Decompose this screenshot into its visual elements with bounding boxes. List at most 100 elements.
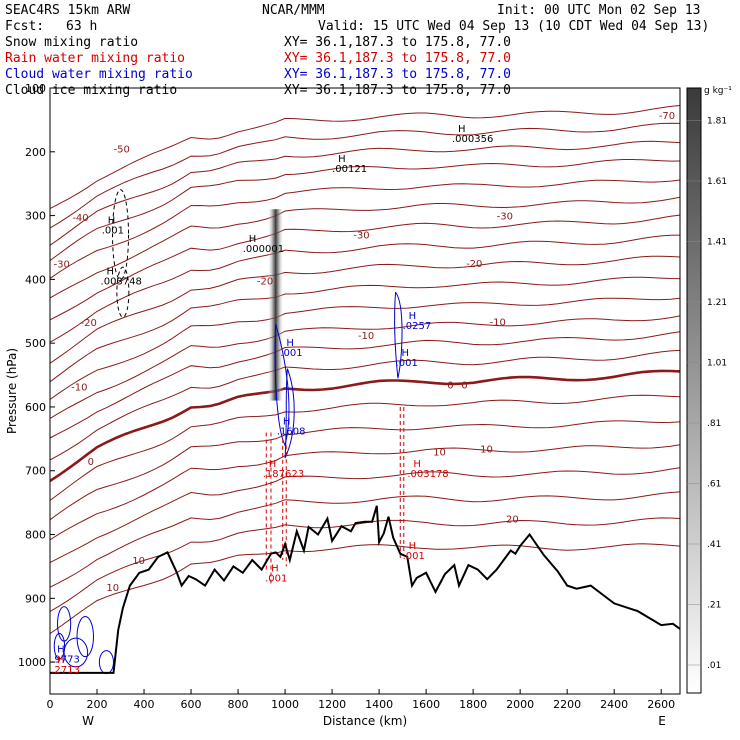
colorbar-tick-label: 1.41 — [707, 238, 727, 248]
temperature-contour-label: 20 — [506, 515, 519, 526]
temperature-contour — [50, 234, 680, 343]
y-axis-label: Pressure (hPa) — [5, 348, 19, 434]
maximum-marker: H — [107, 266, 115, 277]
x-tick-label: 1200 — [318, 698, 346, 711]
maximum-value-label: .1608 — [277, 426, 306, 437]
maximum-marker: H — [57, 655, 65, 666]
temperature-contour — [50, 491, 680, 588]
maximum-value-label: .001 — [280, 348, 302, 359]
field-xy-snow: XY= 36.1,187.3 to 175.8, 77.0 — [284, 35, 511, 50]
y-tick-label: 300 — [25, 210, 46, 223]
x-tick-label: 800 — [228, 698, 249, 711]
field-xy-cloud-ice: XY= 36.1,187.3 to 175.8, 77.0 — [284, 83, 511, 98]
maximum-value-label: .2713 — [51, 665, 80, 676]
temperature-contour-label: -40 — [72, 213, 88, 224]
temperature-contour — [50, 159, 680, 262]
x-tick-label: 400 — [134, 698, 155, 711]
maximum-marker: H — [458, 124, 466, 135]
maximum-value-label: .000356 — [452, 134, 493, 145]
temperature-contour-label: 10 — [433, 448, 446, 459]
y-tick-label: 700 — [25, 465, 46, 478]
cloud-water-contour — [284, 368, 295, 459]
temperature-contour-label: 0 — [447, 381, 453, 392]
cloud-water-contour — [53, 633, 66, 660]
y-tick-label: 1000 — [18, 656, 46, 669]
maximum-marker: H — [338, 154, 346, 165]
y-tick-label: 400 — [25, 273, 46, 286]
temperature-contour — [50, 420, 680, 521]
colorbar-tick-label: .41 — [707, 540, 721, 550]
x-tick-label: 1600 — [412, 698, 440, 711]
maximum-value-label: .9773 — [51, 655, 80, 666]
x-tick-label: 200 — [87, 698, 108, 711]
temperature-contour-label: -10 — [358, 331, 374, 342]
temperature-contour-label: -30 — [54, 259, 70, 270]
freezing-level-contour — [50, 369, 680, 482]
maximum-marker: H — [271, 564, 279, 575]
temperature-contour — [50, 315, 680, 419]
cloud-water-contour — [394, 291, 403, 379]
field-xy-cloud-water: XY= 36.1,187.3 to 175.8, 77.0 — [284, 67, 511, 82]
temperature-contour-label: -10 — [71, 383, 87, 394]
temperature-contour — [50, 349, 680, 461]
y-tick-label: 500 — [25, 337, 46, 350]
field-name-cloud-water: Cloud water mixing ratio — [5, 67, 193, 82]
colorbar-tick-label: 1.21 — [707, 298, 727, 308]
temperature-contour — [50, 543, 680, 635]
colorbar-tick-label: 1.61 — [707, 177, 727, 187]
temperature-contour-label: -30 — [497, 212, 513, 223]
x-axis-east-label: E — [658, 714, 666, 728]
maximum-value-label: .001 — [102, 225, 124, 236]
maximum-value-label: .001 — [265, 574, 287, 585]
maximum-value-label: .003178 — [407, 469, 448, 480]
colorbar-tick-label: 1.81 — [707, 117, 727, 127]
fcst-label: Fcst: — [5, 19, 44, 34]
maximum-value-label: .187623 — [263, 469, 304, 480]
y-tick-label: 800 — [25, 529, 46, 542]
temperature-contour-label: 0 — [461, 381, 467, 392]
temperature-contour — [50, 122, 680, 229]
colorbar-tick-label: .01 — [707, 661, 721, 671]
maximum-value-label: .003748 — [101, 276, 142, 287]
x-tick-label: 2000 — [506, 698, 534, 711]
maximum-value-label: .001 — [403, 551, 425, 562]
colorbar-tick-label: .81 — [707, 419, 721, 429]
center-name: NCAR/MMM — [262, 3, 325, 18]
field-name-snow: Snow mixing ratio — [5, 35, 138, 50]
x-tick-label: 2200 — [553, 698, 581, 711]
init-time: Init: 00 UTC Mon 02 Sep 13 — [497, 3, 701, 18]
maximum-marker: H — [402, 348, 410, 359]
y-tick-label: 100 — [25, 82, 46, 95]
temperature-contour-label: 10 — [132, 556, 145, 567]
maximum-marker: H — [108, 215, 116, 226]
temperature-contour — [50, 444, 680, 541]
temperature-contour — [50, 196, 680, 299]
snow-shading — [267, 209, 284, 401]
x-tick-label: 2400 — [600, 698, 628, 711]
field-name-rain: Rain water mixing ratio — [5, 51, 185, 66]
maximum-marker: H — [249, 234, 257, 245]
model-title: SEAC4RS 15km ARW — [5, 3, 130, 18]
x-tick-label: 1000 — [271, 698, 299, 711]
maximum-value-label: .00121 — [332, 164, 367, 175]
x-tick-label: 1800 — [459, 698, 487, 711]
x-tick-label: 1400 — [365, 698, 393, 711]
temperature-contour — [50, 140, 680, 246]
y-tick-label: 900 — [25, 592, 46, 605]
temperature-contour — [50, 179, 680, 279]
temperature-contour — [50, 297, 680, 400]
valid-time: Valid: 15 UTC Wed 04 Sep 13 (10 CDT Wed … — [318, 19, 709, 34]
maximum-marker: H — [409, 541, 417, 552]
maximum-marker: H — [283, 416, 291, 427]
temperature-contour-label: -20 — [466, 259, 482, 270]
x-tick-label: 600 — [181, 698, 202, 711]
temperature-contour — [50, 105, 680, 210]
maximum-marker: H — [413, 459, 421, 470]
maximum-value-label: .001 — [396, 358, 418, 369]
fcst-value: 63 h — [66, 19, 97, 34]
temperature-contour — [50, 214, 680, 321]
temperature-contour — [50, 255, 680, 364]
maximum-marker: H — [269, 459, 277, 470]
maximum-value-label: .0257 — [403, 321, 432, 332]
cloud-water-contour — [98, 650, 114, 675]
